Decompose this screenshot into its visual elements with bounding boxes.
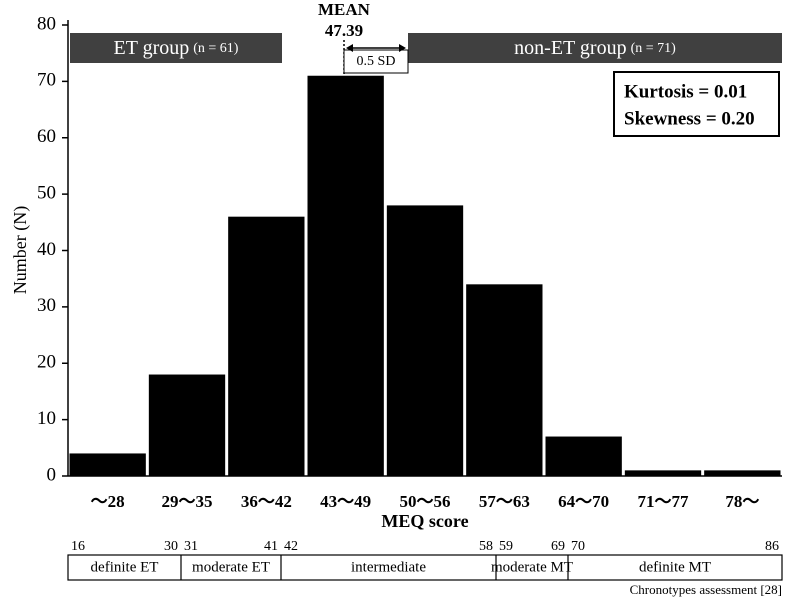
chronotype-label: moderate ET [192, 559, 270, 575]
non-et-group: non-ET group [514, 37, 626, 59]
bar [148, 374, 226, 476]
y-tick-label: 0 [47, 464, 57, 485]
bar [545, 436, 622, 476]
et-group-label: ET group (n = 61) [114, 37, 239, 59]
mean-label: MEAN [318, 0, 371, 19]
non-et-group-bar [408, 33, 782, 63]
chronotype-from: 42 [284, 539, 298, 554]
x-tick-label: 50～56 [400, 492, 451, 511]
chronotype-label: definite MT [639, 559, 711, 575]
non-et-group-label: non-ET group (n = 71) [514, 37, 676, 59]
et-n: (n = 61) [193, 41, 239, 56]
non-et-n: (n = 71) [631, 41, 677, 56]
y-tick-label: 50 [37, 182, 56, 203]
y-tick-label: 30 [37, 295, 56, 316]
bar [69, 453, 146, 476]
chronotype-from: 16 [71, 539, 85, 554]
y-tick-label: 10 [37, 408, 56, 429]
bar [386, 205, 464, 476]
mean-value: 47.39 [325, 21, 363, 40]
bar [228, 216, 305, 477]
y-axis-label: Number (N) [10, 206, 31, 294]
y-tick-label: 60 [37, 126, 56, 147]
chronotype-to: 41 [264, 539, 278, 554]
chronotype-to: 30 [164, 539, 178, 554]
sd-box [343, 49, 409, 74]
et-group: ET group [114, 37, 190, 59]
chronotype-label: definite ET [91, 559, 159, 575]
chronotype-from: 59 [499, 539, 513, 554]
x-tick-label: 57～63 [479, 492, 530, 511]
x-tick-label: 64～70 [558, 492, 609, 511]
y-tick-label: 70 [37, 70, 56, 91]
x-tick-label: 29～35 [162, 492, 213, 511]
bar [466, 284, 543, 476]
x-tick-label: ～28 [91, 492, 125, 511]
chronotype-caption: Chronotypes assessment [28] [630, 582, 782, 597]
bar [624, 470, 702, 476]
y-tick-label: 40 [37, 239, 56, 260]
x-tick-label: 36～42 [241, 492, 292, 511]
sd-label: 0.5 SD [357, 54, 396, 69]
x-tick-label: 78～ [725, 492, 759, 511]
x-axis-label: MEQ score [381, 511, 468, 531]
y-tick-label: 80 [37, 13, 56, 34]
x-tick-label: 43～49 [320, 492, 371, 511]
sd-arrow-heads [346, 44, 406, 52]
bar [307, 75, 384, 477]
chronotype-box [67, 554, 783, 581]
x-tick-label: 71～77 [638, 492, 689, 511]
chronotype-to: 86 [765, 539, 779, 554]
chronotype-to: 58 [479, 539, 493, 554]
et-group-bar [70, 33, 282, 63]
chronotype-label: intermediate [351, 559, 426, 575]
chronotype-to: 69 [551, 539, 565, 554]
bar [704, 470, 781, 476]
stats-box [613, 71, 780, 137]
y-tick-label: 20 [37, 352, 56, 373]
kurtosis: Kurtosis = 0.01 [624, 81, 747, 102]
chronotype-from: 70 [571, 539, 585, 554]
chronotype-label: moderate MT [491, 559, 573, 575]
skewness: Skewness = 0.20 [624, 108, 755, 129]
chronotype-from: 31 [184, 539, 198, 554]
